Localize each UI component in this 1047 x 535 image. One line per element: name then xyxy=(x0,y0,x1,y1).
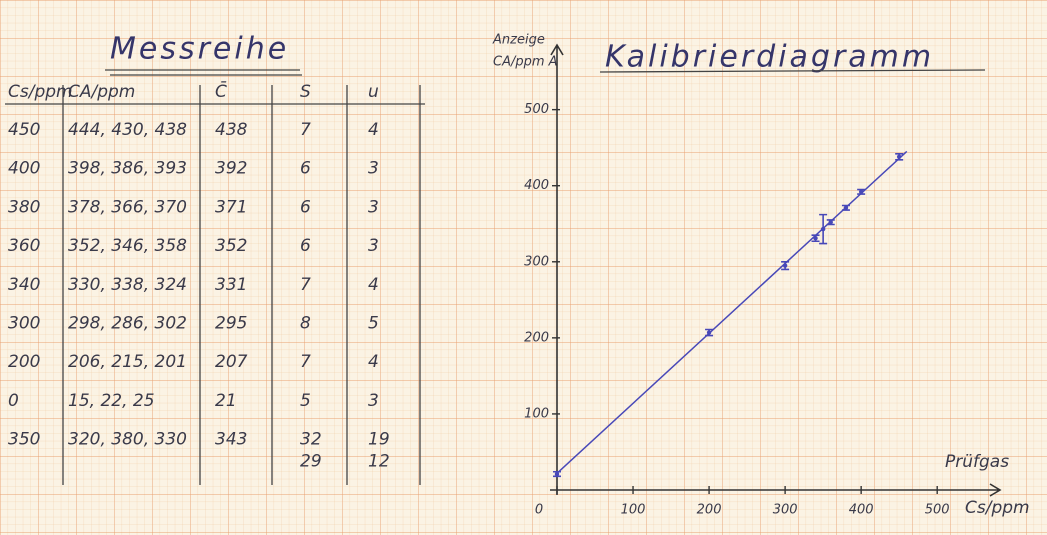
table-cell: 3 xyxy=(368,391,379,411)
column-header: S xyxy=(300,82,311,102)
data-point xyxy=(859,190,863,194)
y-axis-label: Anzeige xyxy=(492,33,545,48)
table-cell: 352 xyxy=(215,236,247,256)
table-cell: 392 xyxy=(215,159,247,179)
table-cell: 400 xyxy=(8,159,40,179)
table-cell: 4 xyxy=(368,275,379,295)
table-cell: 21 xyxy=(215,391,237,411)
column-header: u xyxy=(368,82,379,102)
table-cell: 4 xyxy=(368,352,379,372)
x-axis-unit: Cs/ppm xyxy=(965,498,1030,518)
table-cell: 7 xyxy=(300,352,311,372)
table-cell: 3 xyxy=(368,159,379,179)
data-point xyxy=(829,220,833,224)
data-point xyxy=(844,206,848,210)
table-cell: 6 xyxy=(300,197,311,217)
table-cell: 360 xyxy=(8,236,40,256)
x-axis-label: Prüfgas xyxy=(945,452,1009,472)
data-point xyxy=(821,227,825,231)
table-cell: 378, 366, 370 xyxy=(68,197,187,217)
table-cell: 330, 338, 324 xyxy=(68,275,187,295)
table-title: Messreihe xyxy=(110,32,289,67)
table-cell: 352, 346, 358 xyxy=(68,236,187,256)
table-cell: 444, 430, 438 xyxy=(68,120,187,140)
table-cell: 15, 22, 25 xyxy=(68,391,155,411)
table-cell: 450 xyxy=(8,120,40,140)
table-cell: 8 xyxy=(300,314,311,334)
table-cell: 29 xyxy=(300,452,322,472)
table-cell: 12 xyxy=(368,452,390,472)
y-tick-label: 400 xyxy=(524,178,549,193)
table-cell: 19 xyxy=(368,430,390,450)
table-cell: 295 xyxy=(215,314,247,334)
table-cell: 6 xyxy=(300,159,311,179)
y-tick-label: 200 xyxy=(524,330,549,345)
table-cell: 398, 386, 393 xyxy=(68,159,187,179)
data-point xyxy=(783,263,787,267)
chart-title: Kalibrierdiagramm xyxy=(605,40,934,75)
x-tick-label: 0 xyxy=(535,503,543,518)
data-point xyxy=(897,155,901,159)
data-point xyxy=(555,472,559,476)
table-cell: 4 xyxy=(368,120,379,140)
table-cell: 7 xyxy=(300,120,311,140)
table-cell: 0 xyxy=(8,391,19,411)
table-cell: 320, 380, 330 xyxy=(68,430,187,450)
table-cell: 298, 286, 302 xyxy=(68,314,187,334)
table-cell: 438 xyxy=(215,120,248,140)
y-tick-label: 300 xyxy=(524,254,549,269)
table-cell: 6 xyxy=(300,236,311,256)
table-cell: 32 xyxy=(300,430,322,450)
page: Messreihe Cs/ppmCA/ppmC̄Su450444, 430, 4… xyxy=(0,0,1047,535)
table-cell: 207 xyxy=(215,352,248,372)
x-tick-label: 300 xyxy=(773,503,798,518)
table-cell: 371 xyxy=(215,197,247,217)
table-cell: 300 xyxy=(8,314,40,334)
x-tick-label: 200 xyxy=(697,503,722,518)
column-header: Cs/ppm xyxy=(8,82,73,102)
y-tick-label: 500 xyxy=(524,102,549,117)
table-cell: 5 xyxy=(368,314,379,334)
table-cell: 3 xyxy=(368,236,379,256)
column-header: C̄ xyxy=(215,80,227,102)
table-cell: 5 xyxy=(300,391,311,411)
table-cell: 331 xyxy=(215,275,247,295)
table-cell: 343 xyxy=(215,430,247,450)
y-axis-unit: CA/ppm A xyxy=(493,55,558,70)
table-cell: 7 xyxy=(300,275,311,295)
table-cell: 340 xyxy=(8,275,40,295)
data-point xyxy=(813,236,817,240)
table-cell: 350 xyxy=(8,430,40,450)
data-point xyxy=(707,330,711,334)
table-cell: 380 xyxy=(8,197,40,217)
column-header: CA/ppm xyxy=(68,82,135,102)
x-tick-label: 100 xyxy=(621,503,646,518)
table-cell: 200 xyxy=(8,352,40,372)
table-cell: 3 xyxy=(368,197,379,217)
table-cell: 206, 215, 201 xyxy=(68,352,187,372)
x-tick-label: 500 xyxy=(925,503,950,518)
y-tick-label: 100 xyxy=(524,406,549,421)
x-tick-label: 400 xyxy=(849,503,874,518)
